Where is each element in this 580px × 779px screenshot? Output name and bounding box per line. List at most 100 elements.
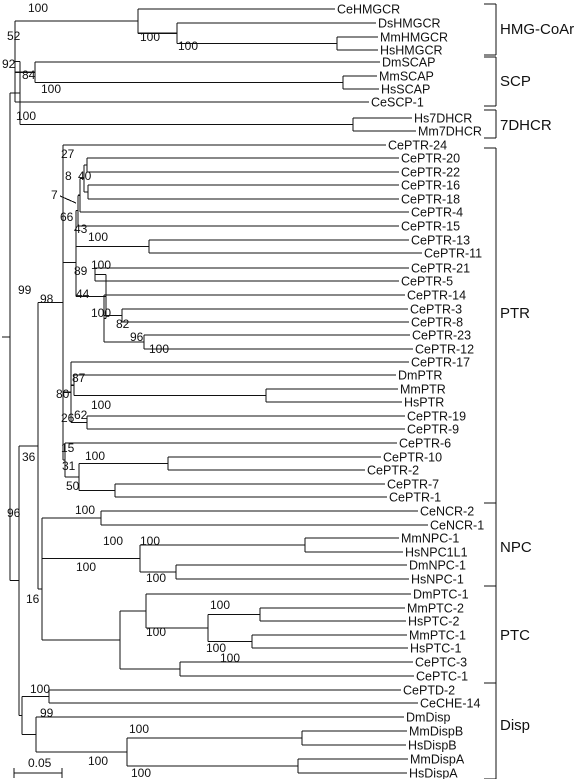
leaf-label-CePTD2: CePTD-2 [403, 684, 455, 698]
clade-label-scp: SCP [500, 73, 531, 90]
leaf-label-CeSCP1: CeSCP-1 [371, 96, 424, 110]
bootstrap-value: 96 [130, 330, 144, 344]
bootstrap-value: 100 [178, 39, 198, 53]
leaf-label-CePTR12: CePTR-12 [415, 343, 474, 357]
bootstrap-value: 100 [85, 449, 105, 463]
bootstrap-value: 8 [65, 169, 72, 183]
leaf-label-CePTC1: CePTC-1 [416, 670, 468, 684]
bootstrap-value: 100 [88, 754, 108, 768]
bootstrap-value: 100 [140, 534, 160, 548]
leaf-label-CePTR13: CePTR-13 [411, 234, 470, 248]
bootstrap-value: 16 [26, 592, 40, 606]
scale-bar: 0.05 [13, 756, 63, 778]
bootstrap-value: 87 [72, 371, 86, 385]
bootstrap-value: 62 [74, 408, 88, 422]
bootstrap-value: 100 [16, 109, 36, 123]
bootstrap-value: 82 [116, 317, 130, 331]
leaf-label-HsSCAP: HsSCAP [381, 83, 430, 97]
leaf-label-DmPTC1: DmPTC-1 [413, 588, 469, 602]
leaf-labels: CeHMGCRDsHMGCRMmHMGCRHsHMGCRDmSCAPMmSCAP… [337, 3, 484, 779]
bootstrap-value: 36 [22, 450, 36, 464]
bootstrap-value: 40 [78, 169, 92, 183]
bootstrap-value: 80 [56, 387, 70, 401]
bootstrap-value: 100 [91, 258, 111, 272]
leaf-label-CePTR11: CePTR-11 [424, 247, 482, 261]
leaf-label-CePTR2: CePTR-2 [367, 464, 419, 478]
leaf-label-CePTR24: CePTR-24 [388, 139, 447, 153]
leaf-label-CePTR15: CePTR-15 [401, 220, 460, 234]
leaf-label-HsNPC1L1: HsNPC1L1 [405, 546, 468, 560]
bootstrap-value: 100 [146, 625, 166, 639]
leaf-label-DmNPC1: DmNPC-1 [409, 559, 466, 573]
leaf-label-CePTR16: CePTR-16 [401, 179, 460, 193]
bootstrap-value: 66 [60, 210, 74, 224]
bootstrap-value: 100 [129, 722, 149, 736]
leaf-label-CePTC3: CePTC-3 [415, 656, 467, 670]
bootstrap-value: 92 [2, 57, 16, 71]
leaf-label-CePTR23: CePTR-23 [412, 329, 471, 343]
leaf-label-CePTR18: CePTR-18 [401, 193, 460, 207]
leaf-label-MmPTR: MmPTR [400, 383, 446, 397]
leaf-label-CePTR4: CePTR-4 [411, 206, 463, 220]
bootstrap-value: 50 [66, 479, 80, 493]
clade-label-ptr: PTR [500, 305, 530, 322]
bootstrap-value: 100 [131, 766, 151, 779]
leaf-label-CePTR7: CePTR-7 [387, 478, 439, 492]
leaf-label-DmPTR: DmPTR [398, 369, 442, 383]
bootstrap-value: 100 [140, 30, 160, 44]
leaf-label-DmSCAP: DmSCAP [382, 56, 435, 70]
bootstrap-value: 96 [7, 506, 21, 520]
bootstrap-value: 100 [88, 230, 108, 244]
clade-label-ptc: PTC [500, 627, 530, 644]
leaf-label-CePTR14: CePTR-14 [407, 289, 466, 303]
bootstrap-value: 100 [149, 342, 169, 356]
bootstrap-value: 100 [103, 534, 123, 548]
clade-label-npc: NPC [500, 539, 532, 556]
leaf-label-DmDisp: DmDisp [406, 711, 450, 725]
leaf-label-HsHMGCR: HsHMGCR [380, 44, 443, 58]
bootstrap-value: 7 [51, 188, 58, 202]
leaf-label-CePTR3: CePTR-3 [410, 303, 462, 317]
leaf-label-CePTR1: CePTR-1 [389, 491, 441, 505]
leaf-label-CePTR10: CePTR-10 [383, 451, 442, 465]
clade-label-hmg: HMG-CoAr [500, 21, 574, 38]
leaf-label-HsPTR: HsPTR [404, 396, 444, 410]
leaf-label-HsDispA: HsDispA [409, 767, 458, 779]
bootstrap-value: 100 [28, 1, 48, 15]
bootstrap-leader-line [59, 195, 77, 204]
clade-label-dhcr: 7DHCR [500, 117, 552, 134]
leaf-label-CePTR19: CePTR-19 [407, 410, 466, 424]
bootstrap-value: 31 [62, 459, 76, 473]
clade-label-disp: Disp [500, 717, 530, 734]
tree-branches [2, 8, 428, 774]
bootstrap-value: 27 [61, 147, 75, 161]
bootstrap-value: 100 [146, 571, 166, 585]
bootstrap-value: 100 [41, 82, 61, 96]
leaf-label-CePTR20: CePTR-20 [401, 152, 460, 166]
bootstrap-value: 100 [210, 598, 230, 612]
leaf-label-CePTR22: CePTR-22 [401, 166, 460, 180]
bootstrap-value: 84 [22, 68, 36, 82]
leaf-label-CeCHE14: CeCHE-14 [420, 697, 480, 711]
leaf-label-CePTR8: CePTR-8 [411, 316, 463, 330]
leaf-label-MmPTC1: MmPTC-1 [409, 629, 466, 643]
leaf-label-MmDispB: MmDispB [409, 725, 463, 739]
leaf-label-CePTR9: CePTR-9 [407, 423, 459, 437]
leaf-label-CePTR21: CePTR-21 [411, 262, 470, 276]
bootstrap-value: 100 [220, 651, 240, 665]
leaf-label-MmDispA: MmDispA [410, 753, 465, 767]
leaf-label-MmHMGCR: MmHMGCR [380, 31, 448, 45]
bootstrap-value: 98 [40, 292, 54, 306]
bootstrap-value: 15 [61, 441, 75, 455]
bootstrap-value: 52 [7, 29, 21, 43]
bootstrap-value: 100 [91, 306, 111, 320]
bootstrap-value: 89 [74, 264, 88, 278]
leaf-label-CeHMGCR: CeHMGCR [337, 3, 400, 17]
leaf-label-Mm7DHCR: Mm7DHCR [418, 125, 482, 139]
leaf-label-DsHMGCR: DsHMGCR [378, 17, 441, 31]
leaf-label-MmPTC2: MmPTC-2 [407, 602, 464, 616]
scale-bar-label: 0.05 [28, 756, 52, 770]
bootstrap-value: 44 [76, 287, 90, 301]
leaf-label-CeNCR2: CeNCR-2 [420, 505, 474, 519]
bootstrap-value: 100 [75, 503, 95, 517]
